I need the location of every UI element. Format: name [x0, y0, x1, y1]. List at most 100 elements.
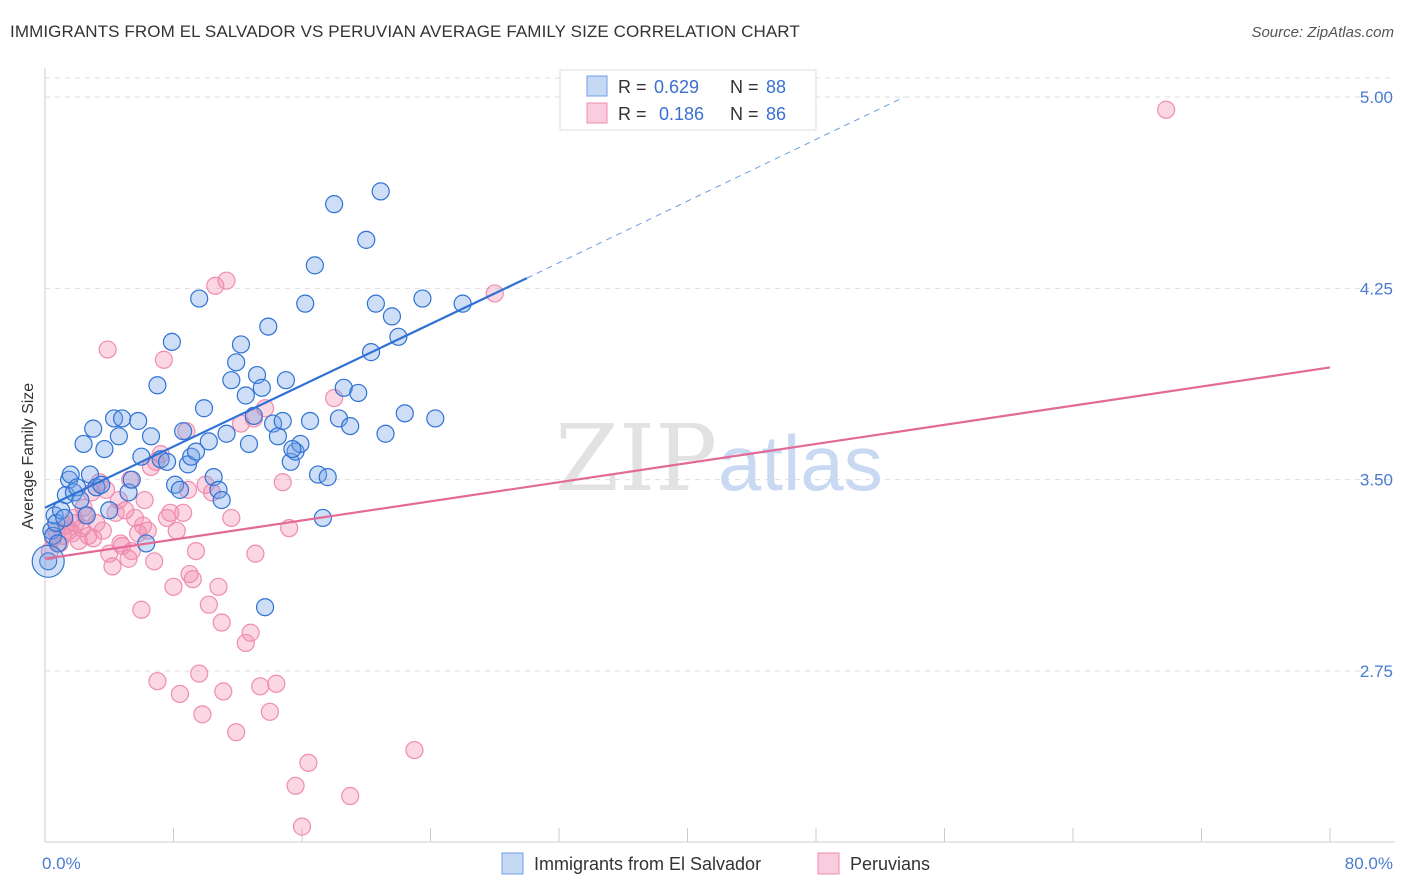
data-point	[55, 508, 74, 528]
data-point	[286, 776, 305, 795]
data-point	[212, 490, 231, 510]
data-point	[318, 468, 337, 487]
legend-swatch-pink	[586, 102, 608, 124]
x-tick-label-max: 80.0%	[1345, 854, 1393, 873]
legend-r-value-2: 0.186	[659, 104, 704, 124]
trend-line-peruvians	[44, 366, 1331, 560]
data-point	[154, 350, 173, 369]
data-point	[174, 503, 193, 522]
legend-n-value-1: 88	[766, 77, 786, 97]
data-point	[413, 289, 432, 308]
watermark-zip: ZIP	[555, 405, 717, 512]
watermark: ZIP atlas	[555, 405, 883, 512]
data-point	[276, 371, 296, 390]
data-point	[77, 506, 96, 525]
data-point	[296, 294, 315, 313]
legend-swatch-blue	[586, 75, 608, 97]
bottom-legend-swatch-pink	[817, 852, 840, 875]
data-point	[217, 424, 236, 443]
axes: 0.0% 80.0%	[42, 68, 1395, 873]
data-point	[283, 439, 302, 459]
data-point	[212, 613, 231, 632]
bottom-legend-label-peruvians: Peruvians	[850, 854, 930, 874]
data-point	[357, 230, 376, 249]
data-point	[141, 427, 161, 446]
data-point	[227, 723, 246, 742]
data-point	[164, 577, 183, 596]
data-point	[292, 817, 312, 836]
data-point	[305, 256, 324, 275]
data-point	[162, 332, 181, 352]
data-point	[206, 276, 225, 295]
data-point	[193, 705, 212, 724]
data-point	[145, 552, 164, 571]
data-point	[273, 411, 292, 431]
data-point	[161, 503, 180, 522]
data-point	[426, 409, 445, 428]
bottom-legend-swatch-blue	[501, 852, 524, 875]
data-point-large	[31, 544, 65, 578]
data-point	[135, 490, 154, 510]
data-point	[133, 516, 153, 535]
chart-title: IMMIGRANTS FROM EL SALVADOR VS PERUVIAN …	[10, 22, 800, 41]
legend-r-label-2: R =	[618, 104, 647, 124]
gridlines: 2.75 3.50 4.25 5.00	[45, 77, 1395, 681]
data-point	[190, 289, 209, 308]
y-axis-label: Average Family Size	[20, 383, 37, 530]
series-el-salvador-points	[31, 182, 472, 617]
data-point	[371, 182, 390, 201]
y-tick-label: 3.50	[1360, 471, 1393, 490]
data-point	[180, 564, 199, 584]
data-point	[259, 317, 278, 336]
data-point	[227, 353, 246, 372]
data-point	[334, 378, 353, 397]
data-point	[84, 529, 103, 548]
data-point	[98, 340, 117, 359]
data-point	[1157, 100, 1176, 119]
data-point	[239, 434, 259, 454]
data-point	[341, 786, 360, 806]
data-point	[93, 521, 112, 540]
data-point	[268, 427, 288, 446]
data-point	[236, 386, 255, 405]
data-point	[341, 416, 360, 436]
data-point	[157, 508, 177, 528]
data-point	[236, 633, 255, 653]
source-credit: Source: ZipAtlas.com	[1251, 24, 1394, 41]
data-point	[325, 195, 344, 214]
data-point	[109, 427, 128, 446]
data-point	[167, 521, 186, 540]
data-point	[366, 294, 385, 313]
data-point	[116, 501, 135, 520]
data-point	[48, 534, 67, 553]
data-point	[170, 480, 190, 499]
data-point	[170, 684, 190, 704]
legend: R = 0.629 N = 88 R = 0.186 N = 86	[559, 69, 817, 131]
data-point	[231, 335, 251, 354]
data-point	[300, 411, 320, 431]
data-point	[103, 557, 122, 576]
data-point	[214, 682, 233, 701]
data-point	[209, 577, 228, 596]
legend-r-value-1: 0.629	[654, 77, 699, 97]
data-point	[166, 475, 185, 494]
legend-n-label-1: N =	[730, 77, 759, 97]
data-point	[112, 409, 132, 428]
data-point	[132, 600, 151, 619]
data-point	[251, 677, 270, 696]
data-point	[95, 439, 114, 459]
legend-r-label-1: R =	[618, 77, 647, 97]
data-point	[194, 399, 214, 418]
data-point	[148, 672, 167, 691]
data-point	[241, 623, 260, 642]
bottom-legend-label-el-salvador: Immigrants from El Salvador	[534, 854, 761, 874]
data-point	[84, 419, 103, 438]
data-point	[267, 674, 286, 693]
data-point	[183, 570, 202, 589]
data-point	[217, 271, 236, 290]
data-point	[395, 404, 414, 423]
data-point	[174, 422, 193, 441]
data-point	[148, 376, 167, 395]
data-point	[222, 508, 241, 528]
watermark-atlas: atlas	[718, 419, 883, 507]
